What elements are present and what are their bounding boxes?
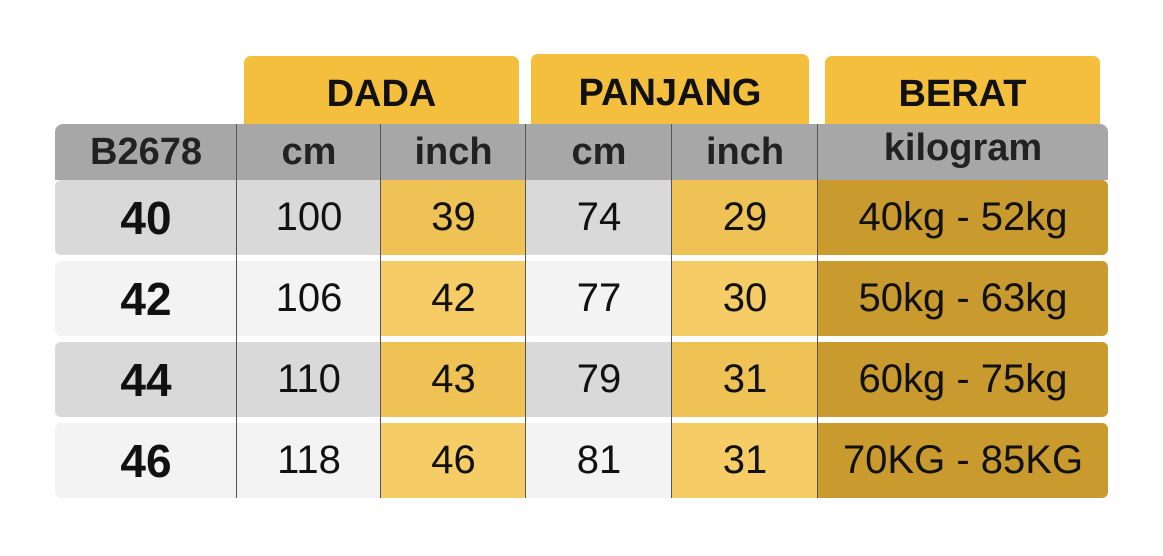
column-divider — [236, 124, 237, 498]
dada-cm-cell: 100 — [275, 195, 343, 239]
header-berat-unit: kilogram — [883, 126, 1043, 169]
inch-cell-bg — [381, 342, 526, 417]
berat-cell-bg — [818, 261, 1108, 336]
berat-cell-bg — [818, 423, 1108, 498]
header-code: B2678 — [90, 130, 202, 173]
berat-cell: 40kg - 52kg — [858, 195, 1068, 239]
inch-cell-bg — [381, 261, 526, 336]
panjang-inch-cell: 29 — [722, 195, 768, 239]
berat-cell: 50kg - 63kg — [858, 276, 1068, 320]
inch-cell-bg — [672, 423, 818, 498]
inch-cell-bg — [672, 342, 818, 417]
inch-cell-bg — [381, 180, 526, 255]
panjang-cm-cell: 77 — [576, 276, 622, 320]
panjang-inch-cell: 31 — [722, 438, 768, 482]
dada-inch-cell: 42 — [431, 276, 476, 320]
group-header-panjang: PANJANG — [531, 54, 809, 126]
header-panjang-inch: inch — [705, 130, 785, 173]
berat-cell: 60kg - 75kg — [858, 357, 1068, 401]
group-header-dada: DADA — [244, 56, 519, 126]
size-cell: 40 — [120, 191, 172, 244]
size-cell: 46 — [120, 434, 172, 487]
inch-cell-bg — [672, 180, 818, 255]
dada-cm-cell: 110 — [277, 357, 341, 401]
panjang-inch-cell: 30 — [722, 276, 768, 320]
dada-inch-cell: 43 — [431, 357, 476, 401]
column-divider — [525, 124, 526, 498]
column-header-bar — [55, 124, 1108, 180]
panjang-cm-cell: 79 — [576, 357, 622, 401]
size-cell: 44 — [120, 353, 172, 406]
berat-cell: 70KG - 85KG — [842, 438, 1084, 482]
header-dada-inch: inch — [414, 130, 493, 173]
berat-cell-bg — [818, 342, 1108, 417]
dada-cm-cell: 118 — [277, 438, 341, 482]
group-header-berat: BERAT — [825, 56, 1100, 126]
header-panjang-cm: cm — [571, 130, 627, 173]
inch-cell-bg — [381, 423, 526, 498]
column-divider — [671, 124, 672, 498]
inch-cell-bg — [672, 261, 818, 336]
panjang-cm-cell: 81 — [576, 438, 622, 482]
panjang-cm-cell: 74 — [576, 195, 622, 239]
header-dada-cm: cm — [281, 130, 337, 173]
column-divider — [817, 124, 818, 498]
dada-cm-cell: 106 — [275, 276, 343, 320]
size-cell: 42 — [120, 272, 172, 325]
column-divider — [380, 124, 381, 498]
berat-cell-bg — [818, 180, 1108, 255]
dada-inch-cell: 46 — [431, 438, 476, 482]
dada-inch-cell: 39 — [431, 195, 476, 239]
panjang-inch-cell: 31 — [722, 357, 768, 401]
